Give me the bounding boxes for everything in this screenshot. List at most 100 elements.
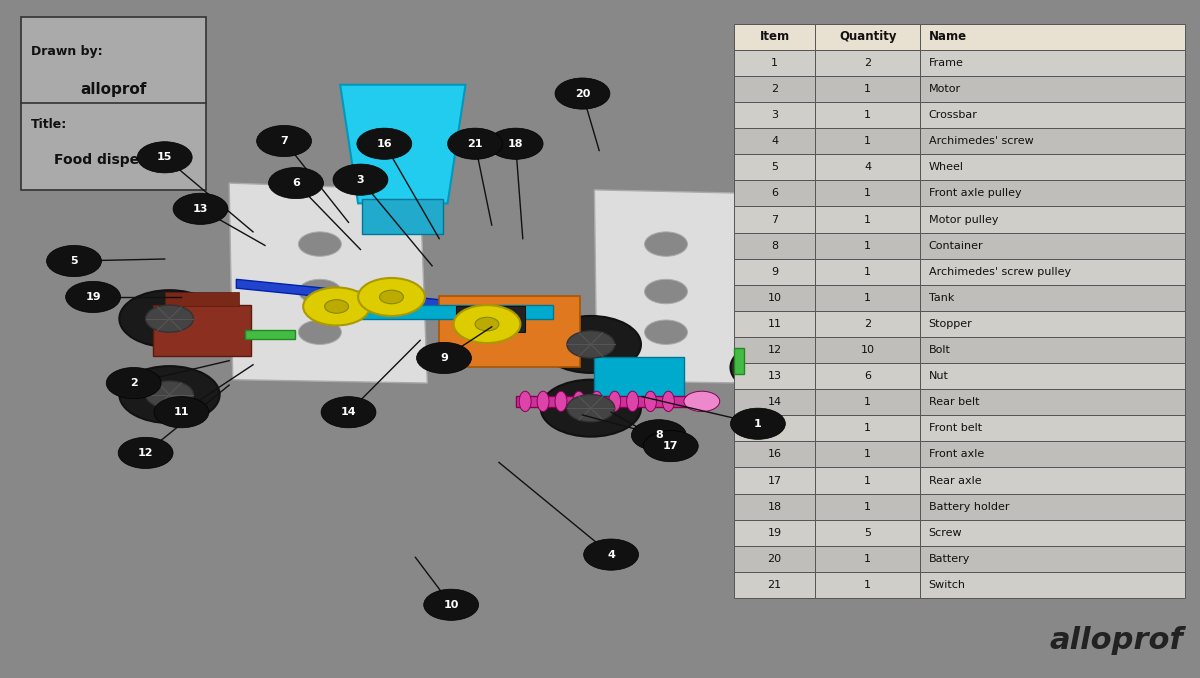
Text: 1: 1: [864, 554, 871, 564]
FancyBboxPatch shape: [815, 389, 920, 415]
Circle shape: [322, 397, 376, 428]
Text: 1: 1: [864, 214, 871, 224]
FancyBboxPatch shape: [920, 572, 1186, 598]
Text: 9: 9: [440, 353, 448, 363]
Polygon shape: [236, 279, 439, 308]
Circle shape: [583, 539, 638, 570]
Ellipse shape: [520, 391, 532, 412]
Text: Title:: Title:: [31, 118, 67, 131]
Circle shape: [119, 290, 220, 347]
Text: 1: 1: [864, 580, 871, 590]
FancyBboxPatch shape: [920, 285, 1186, 311]
Circle shape: [448, 128, 503, 159]
FancyBboxPatch shape: [920, 180, 1186, 206]
Text: 13: 13: [193, 204, 209, 214]
FancyBboxPatch shape: [920, 337, 1186, 363]
Text: 4: 4: [772, 136, 778, 146]
FancyBboxPatch shape: [920, 389, 1186, 415]
Text: Front belt: Front belt: [929, 423, 982, 433]
FancyBboxPatch shape: [920, 415, 1186, 441]
Text: 16: 16: [377, 139, 392, 148]
Ellipse shape: [626, 391, 638, 412]
FancyBboxPatch shape: [734, 415, 815, 441]
FancyBboxPatch shape: [815, 155, 920, 180]
Circle shape: [488, 128, 544, 159]
FancyBboxPatch shape: [815, 494, 920, 519]
Circle shape: [334, 164, 388, 195]
FancyBboxPatch shape: [332, 305, 553, 319]
Text: 1: 1: [864, 266, 871, 277]
FancyBboxPatch shape: [734, 348, 744, 374]
FancyBboxPatch shape: [815, 468, 920, 494]
Text: 10: 10: [860, 345, 875, 355]
Text: 1: 1: [864, 450, 871, 460]
Circle shape: [566, 331, 614, 358]
Text: 6: 6: [864, 371, 871, 381]
Text: 2: 2: [130, 378, 138, 388]
Text: 15: 15: [157, 153, 173, 162]
FancyBboxPatch shape: [734, 520, 815, 546]
Circle shape: [304, 287, 370, 325]
FancyBboxPatch shape: [734, 50, 815, 76]
Circle shape: [299, 232, 341, 256]
Text: 2: 2: [864, 58, 871, 68]
FancyBboxPatch shape: [734, 102, 815, 128]
Ellipse shape: [662, 391, 674, 412]
Ellipse shape: [538, 391, 550, 412]
Circle shape: [644, 232, 688, 256]
Polygon shape: [594, 190, 750, 383]
Circle shape: [137, 142, 192, 173]
Text: 10: 10: [444, 600, 458, 610]
Circle shape: [643, 431, 698, 462]
Text: 1: 1: [864, 110, 871, 120]
Circle shape: [541, 316, 641, 373]
Text: 5: 5: [864, 527, 871, 538]
Text: alloprof: alloprof: [1049, 626, 1183, 655]
Circle shape: [299, 279, 341, 304]
Text: 7: 7: [772, 214, 778, 224]
Text: 1: 1: [864, 293, 871, 303]
FancyBboxPatch shape: [920, 494, 1186, 519]
Text: 20: 20: [768, 554, 781, 564]
Text: Stopper: Stopper: [929, 319, 972, 329]
FancyBboxPatch shape: [734, 546, 815, 572]
Text: Front axle: Front axle: [929, 450, 984, 460]
FancyBboxPatch shape: [920, 258, 1186, 285]
FancyBboxPatch shape: [734, 285, 815, 311]
Text: Frame: Frame: [929, 58, 964, 68]
Text: Crossbar: Crossbar: [929, 110, 978, 120]
FancyBboxPatch shape: [815, 180, 920, 206]
Circle shape: [644, 279, 688, 304]
FancyBboxPatch shape: [815, 258, 920, 285]
Circle shape: [379, 290, 403, 304]
Text: 8: 8: [655, 431, 662, 440]
Text: 8: 8: [772, 241, 778, 251]
FancyBboxPatch shape: [815, 520, 920, 546]
Circle shape: [454, 305, 521, 343]
Text: 1: 1: [864, 423, 871, 433]
Text: Front axle pulley: Front axle pulley: [929, 188, 1021, 199]
Circle shape: [119, 366, 220, 423]
Circle shape: [424, 589, 479, 620]
FancyBboxPatch shape: [920, 468, 1186, 494]
FancyBboxPatch shape: [920, 441, 1186, 468]
FancyBboxPatch shape: [815, 546, 920, 572]
Text: 6: 6: [772, 188, 778, 199]
Circle shape: [757, 355, 799, 380]
Text: 4: 4: [607, 550, 616, 559]
Text: Archimedes' screw pulley: Archimedes' screw pulley: [929, 266, 1070, 277]
FancyBboxPatch shape: [734, 389, 815, 415]
FancyBboxPatch shape: [734, 468, 815, 494]
Text: Archimedes' screw: Archimedes' screw: [929, 136, 1033, 146]
Circle shape: [684, 391, 720, 412]
FancyBboxPatch shape: [734, 24, 815, 50]
Circle shape: [173, 193, 228, 224]
Polygon shape: [340, 85, 466, 203]
Circle shape: [299, 320, 341, 344]
Circle shape: [631, 420, 686, 451]
FancyBboxPatch shape: [516, 396, 692, 407]
Text: 14: 14: [341, 407, 356, 417]
Text: 1: 1: [864, 475, 871, 485]
Text: 21: 21: [467, 139, 482, 148]
FancyBboxPatch shape: [734, 76, 815, 102]
